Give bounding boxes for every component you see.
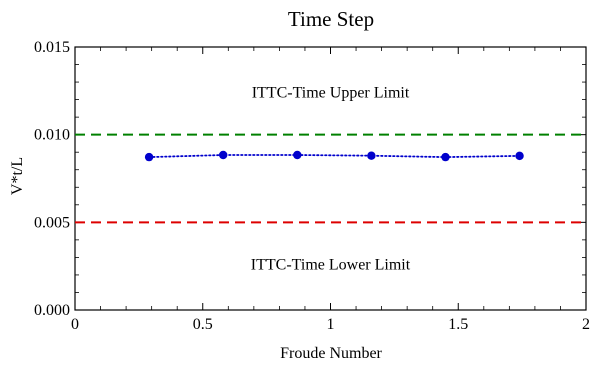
x-tick-label: 0 — [71, 316, 79, 333]
data-point — [144, 152, 154, 162]
x-tick-label: 1 — [327, 316, 335, 333]
data-point — [441, 152, 450, 162]
y-axis-label: V*t/L — [9, 157, 26, 195]
annotation-label: ITTC-Time Lower Limit — [251, 256, 411, 273]
y-tick-label: 0.010 — [34, 127, 70, 144]
x-tick-label: 0.5 — [193, 316, 213, 333]
x-axis-label: Froude Number — [280, 345, 382, 362]
data-point — [293, 150, 302, 160]
data-point — [367, 151, 376, 160]
x-tick-label: 2 — [582, 316, 590, 333]
annotation-label: ITTC-Time Upper Limit — [252, 85, 410, 102]
data-point — [515, 151, 524, 161]
plot-area: 0 0.5 1 1.5 2 0.000 0.005 0.010 0.015 ITTC-Time U… — [34, 39, 590, 333]
y-tick-label: 0.015 — [34, 39, 70, 56]
series-line — [148, 154, 521, 159]
data-point — [218, 150, 228, 160]
y-tick-label: 0.000 — [34, 302, 70, 319]
x-tick-label: 1.5 — [448, 316, 468, 333]
chart-title: Time Step — [288, 7, 374, 31]
y-tick-label: 0.005 — [34, 214, 70, 231]
